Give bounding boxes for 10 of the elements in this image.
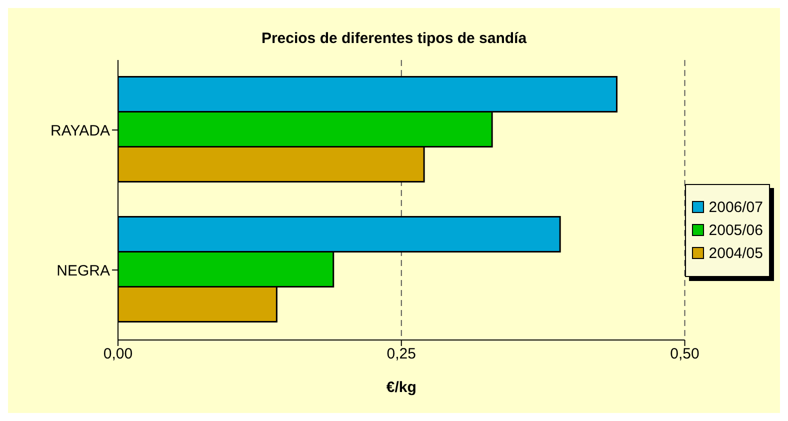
x-tick-label: 0,00 (103, 346, 133, 363)
y-tick-label: NEGRA (56, 262, 110, 280)
y-tick-label: RAYADA (50, 122, 110, 140)
legend-label: 2006/07 (708, 198, 763, 216)
chart-title: Precios de diferentes tipos de sandía (260, 29, 528, 49)
x-tick-label: 0,50 (670, 346, 700, 363)
x-tick-label: 0,25 (386, 346, 416, 363)
legend-label: 2004/05 (708, 244, 763, 262)
x-axis-title: €/kg (386, 379, 416, 396)
legend-label: 2005/06 (708, 222, 763, 238)
